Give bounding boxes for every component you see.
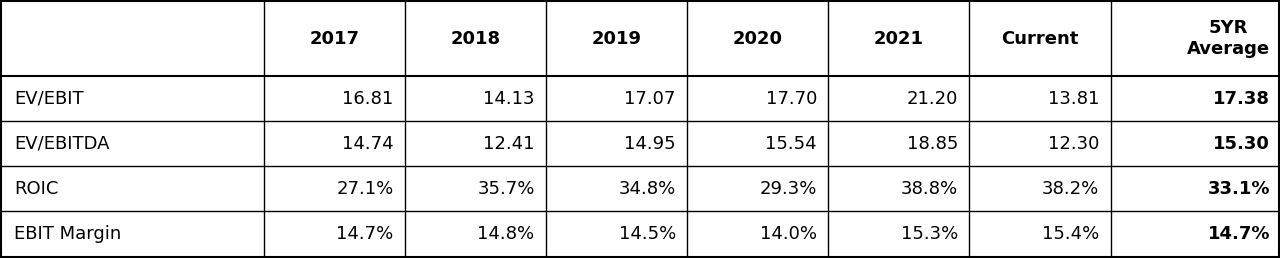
Bar bbox=[969, 121, 1111, 166]
Bar bbox=[828, 1, 969, 76]
Text: 2019: 2019 bbox=[591, 30, 641, 48]
Bar bbox=[1, 76, 264, 121]
Bar bbox=[545, 76, 687, 121]
Bar bbox=[969, 76, 1111, 121]
Text: 14.8%: 14.8% bbox=[477, 225, 535, 243]
Text: 21.20: 21.20 bbox=[906, 90, 959, 108]
Bar bbox=[264, 76, 404, 121]
Text: 16.81: 16.81 bbox=[342, 90, 393, 108]
Text: 34.8%: 34.8% bbox=[618, 180, 676, 198]
Text: 17.70: 17.70 bbox=[765, 90, 817, 108]
Text: 2021: 2021 bbox=[874, 30, 924, 48]
Text: 13.81: 13.81 bbox=[1048, 90, 1100, 108]
Text: 2018: 2018 bbox=[451, 30, 500, 48]
Text: 18.85: 18.85 bbox=[906, 135, 959, 153]
Bar bbox=[264, 1, 404, 76]
Text: 14.74: 14.74 bbox=[342, 135, 393, 153]
Bar bbox=[828, 121, 969, 166]
Bar bbox=[1111, 1, 1279, 76]
Bar bbox=[264, 212, 404, 257]
Bar bbox=[1, 1, 264, 76]
Bar bbox=[404, 76, 545, 121]
Bar bbox=[404, 121, 545, 166]
Bar bbox=[969, 1, 1111, 76]
Bar bbox=[969, 166, 1111, 212]
Text: ROIC: ROIC bbox=[14, 180, 59, 198]
Text: EV/EBIT: EV/EBIT bbox=[14, 90, 84, 108]
Bar bbox=[828, 76, 969, 121]
Bar bbox=[545, 212, 687, 257]
Bar bbox=[687, 212, 828, 257]
Text: 14.7%: 14.7% bbox=[1208, 225, 1270, 243]
Text: 14.0%: 14.0% bbox=[760, 225, 817, 243]
Bar bbox=[828, 212, 969, 257]
Text: 29.3%: 29.3% bbox=[759, 180, 817, 198]
Text: 15.4%: 15.4% bbox=[1042, 225, 1100, 243]
Text: 14.95: 14.95 bbox=[625, 135, 676, 153]
Bar bbox=[545, 166, 687, 212]
Text: 5YR
Average: 5YR Average bbox=[1187, 19, 1270, 58]
Text: 33.1%: 33.1% bbox=[1208, 180, 1270, 198]
Bar bbox=[1, 212, 264, 257]
Text: 14.5%: 14.5% bbox=[618, 225, 676, 243]
Text: 35.7%: 35.7% bbox=[477, 180, 535, 198]
Bar bbox=[545, 121, 687, 166]
Bar bbox=[264, 166, 404, 212]
Bar bbox=[1, 121, 264, 166]
Text: 2020: 2020 bbox=[732, 30, 782, 48]
Bar bbox=[545, 1, 687, 76]
Bar bbox=[264, 121, 404, 166]
Text: Current: Current bbox=[1001, 30, 1079, 48]
Text: 14.13: 14.13 bbox=[483, 90, 535, 108]
Bar bbox=[1111, 166, 1279, 212]
Bar bbox=[687, 166, 828, 212]
Text: 38.2%: 38.2% bbox=[1042, 180, 1100, 198]
Bar bbox=[1111, 121, 1279, 166]
Bar bbox=[404, 212, 545, 257]
Text: 14.7%: 14.7% bbox=[337, 225, 393, 243]
Bar bbox=[687, 76, 828, 121]
Bar bbox=[404, 166, 545, 212]
Bar bbox=[828, 166, 969, 212]
Bar bbox=[404, 1, 545, 76]
Text: 12.41: 12.41 bbox=[483, 135, 535, 153]
Bar bbox=[969, 212, 1111, 257]
Text: 15.30: 15.30 bbox=[1213, 135, 1270, 153]
Text: 2017: 2017 bbox=[310, 30, 360, 48]
Text: 17.07: 17.07 bbox=[625, 90, 676, 108]
Text: 17.38: 17.38 bbox=[1213, 90, 1270, 108]
Text: 15.3%: 15.3% bbox=[901, 225, 959, 243]
Text: 15.54: 15.54 bbox=[765, 135, 817, 153]
Bar bbox=[687, 121, 828, 166]
Bar bbox=[1, 166, 264, 212]
Text: 38.8%: 38.8% bbox=[901, 180, 959, 198]
Bar bbox=[1111, 76, 1279, 121]
Text: EBIT Margin: EBIT Margin bbox=[14, 225, 122, 243]
Text: 27.1%: 27.1% bbox=[337, 180, 393, 198]
Text: EV/EBITDA: EV/EBITDA bbox=[14, 135, 110, 153]
Text: 12.30: 12.30 bbox=[1048, 135, 1100, 153]
Bar bbox=[687, 1, 828, 76]
Bar bbox=[1111, 212, 1279, 257]
